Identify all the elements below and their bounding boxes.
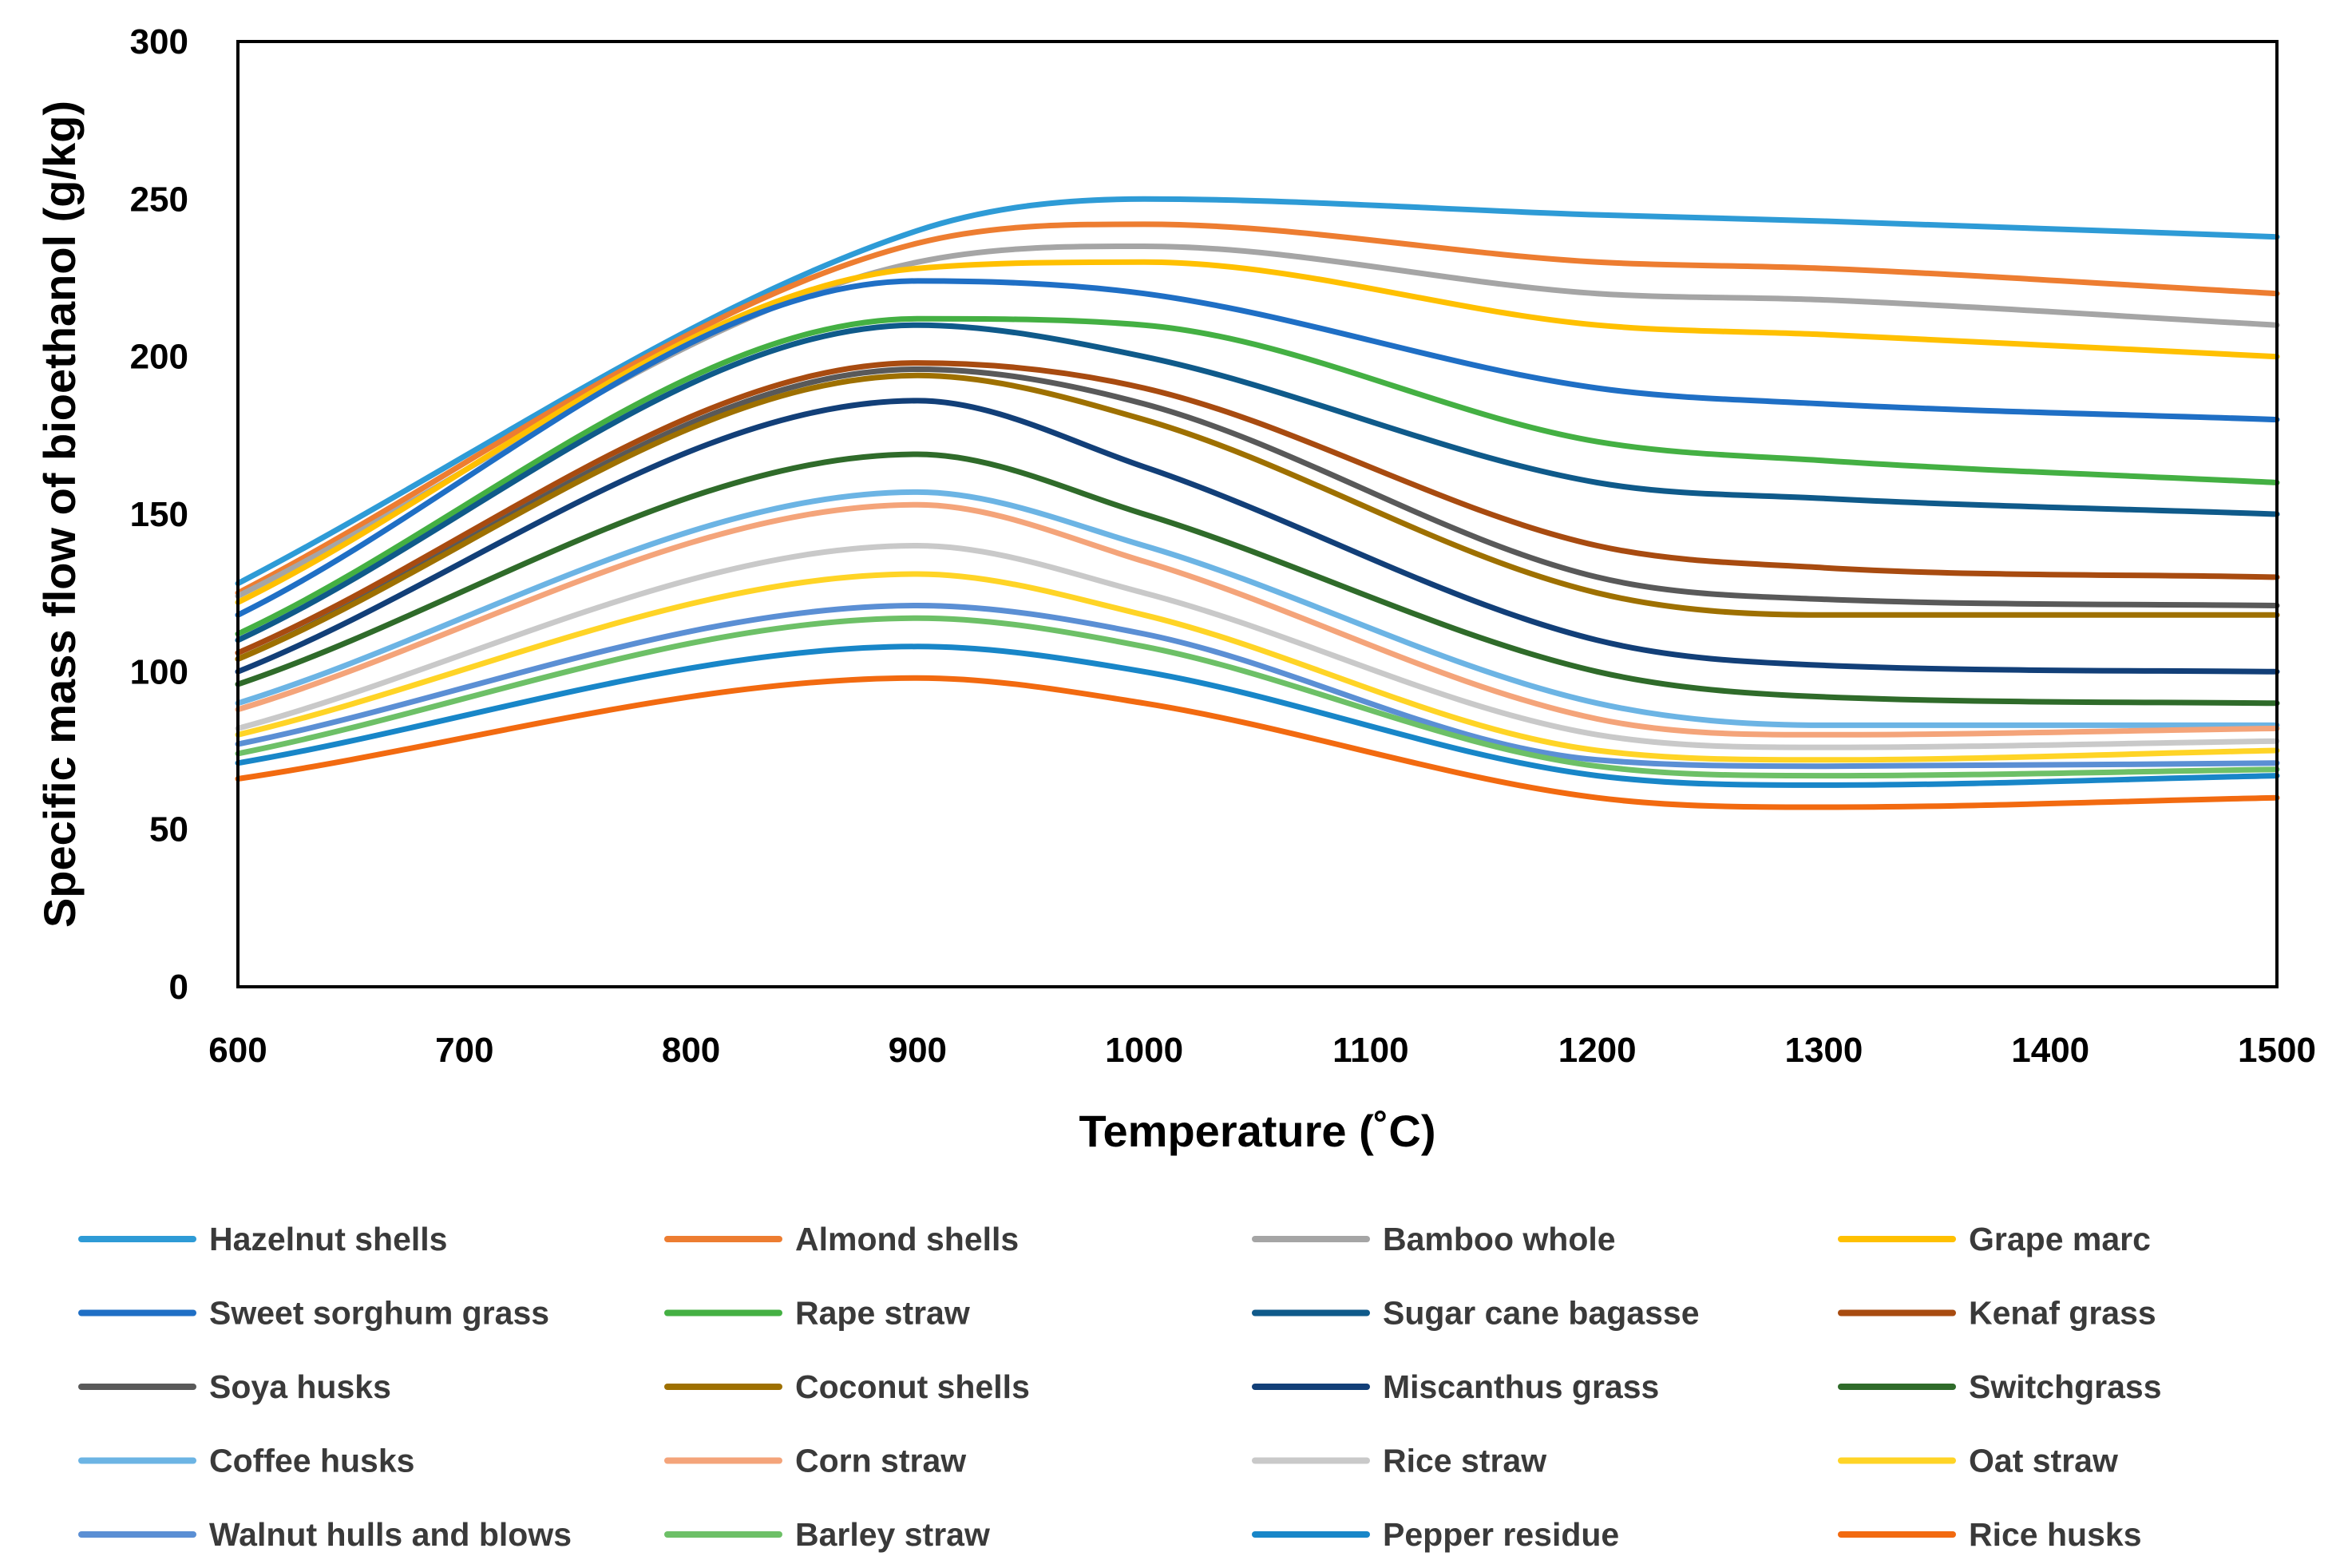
y-tick-label: 100 xyxy=(130,652,188,691)
legend-label: Grape marc xyxy=(1969,1221,2151,1257)
series-line-rice-straw xyxy=(235,542,2280,750)
legend-item-pepper-residue: Pepper residue xyxy=(1252,1516,1619,1553)
legend-label: Sugar cane bagasse xyxy=(1383,1295,1700,1332)
x-tick-label: 1400 xyxy=(2011,1031,2089,1070)
legend-item-bamboo-whole: Bamboo whole xyxy=(1252,1221,1616,1257)
legend-label: Rice straw xyxy=(1383,1443,1546,1479)
series-line-oat-straw xyxy=(235,571,2280,763)
series-line-rape-straw xyxy=(235,315,2280,637)
legend-label: Hazelnut shells xyxy=(209,1221,447,1257)
legend-label: Pepper residue xyxy=(1383,1516,1619,1553)
legend-item-grape-marc: Grape marc xyxy=(1838,1221,2151,1257)
legend-label: Corn straw xyxy=(795,1443,966,1479)
x-tick-label: 1100 xyxy=(1332,1031,1408,1070)
series-line-hazelnut-shells xyxy=(235,196,2280,587)
legend-item-corn-straw: Corn straw xyxy=(664,1443,966,1479)
legend-item-rice-straw: Rice straw xyxy=(1252,1443,1546,1479)
legend-label: Coffee husks xyxy=(209,1443,414,1479)
x-tick-label: 900 xyxy=(889,1031,947,1070)
legend-label: Rape straw xyxy=(795,1295,970,1332)
legend-label: Sweet sorghum grass xyxy=(209,1295,549,1332)
legend-item-hazelnut-shells: Hazelnut shells xyxy=(78,1221,447,1257)
series-line-kenaf-grass xyxy=(235,360,2280,656)
legend-label: Bamboo whole xyxy=(1383,1221,1616,1257)
x-tick-label: 600 xyxy=(208,1031,267,1070)
legend-item-sugar-cane-bagasse: Sugar cane bagasse xyxy=(1252,1295,1700,1332)
y-axis-ticks: 0 50 100 150 200 250 300 xyxy=(130,22,188,1007)
series-line-corn-straw xyxy=(235,501,2280,738)
legend-item-kenaf-grass: Kenaf grass xyxy=(1838,1295,2156,1332)
series-line-pepper-residue xyxy=(235,643,2280,788)
y-tick-label: 250 xyxy=(130,180,188,219)
legend-label: Soya husks xyxy=(209,1368,391,1405)
series-line-sugar-cane-bagasse xyxy=(235,322,2280,643)
series-line-sweet-sorghum-grass xyxy=(235,278,2280,618)
x-tick-label: 700 xyxy=(435,1031,493,1070)
series-line-rice-husks xyxy=(235,675,2280,810)
y-axis-title: Specific mass flow of bioethanol (g/kg) xyxy=(34,101,85,928)
legend-label: Switchgrass xyxy=(1969,1368,2162,1405)
legend-item-walnut-hulls-and-blows: Walnut hulls and blows xyxy=(78,1516,572,1553)
legend-item-miscanthus-grass: Miscanthus grass xyxy=(1252,1368,1659,1405)
series-line-coffee-husks xyxy=(235,489,2280,728)
legend-item-almond-shells: Almond shells xyxy=(664,1221,1019,1257)
series-line-coconut-shells xyxy=(235,372,2280,662)
x-tick-label: 1300 xyxy=(1784,1031,1863,1070)
series-line-soya-husks xyxy=(235,366,2280,662)
x-tick-label: 1200 xyxy=(1558,1031,1637,1070)
series-line-barley-straw xyxy=(235,615,2280,779)
plot-lines xyxy=(235,196,2280,810)
legend-item-sweet-sorghum-grass: Sweet sorghum grass xyxy=(78,1295,549,1332)
legend-item-oat-straw: Oat straw xyxy=(1838,1443,2118,1479)
y-tick-label: 150 xyxy=(130,495,188,534)
legend-label: Barley straw xyxy=(795,1516,990,1553)
legend-label: Rice husks xyxy=(1969,1516,2142,1553)
legend-item-coconut-shells: Coconut shells xyxy=(664,1368,1030,1405)
legend-item-barley-straw: Barley straw xyxy=(664,1516,990,1553)
series-line-grape-marc xyxy=(235,259,2280,605)
legend-label: Walnut hulls and blows xyxy=(209,1516,572,1553)
legend-label: Almond shells xyxy=(795,1221,1019,1257)
series-line-walnut-hulls-and-blows xyxy=(235,602,2280,770)
legend-item-rape-straw: Rape straw xyxy=(664,1295,970,1332)
series-line-almond-shells xyxy=(235,221,2280,596)
x-tick-label: 1000 xyxy=(1105,1031,1183,1070)
plot-frame xyxy=(236,40,2279,988)
y-tick-label: 50 xyxy=(149,810,188,849)
y-tick-label: 300 xyxy=(130,22,188,61)
legend-item-soya-husks: Soya husks xyxy=(78,1368,391,1405)
legend-item-switchgrass: Switchgrass xyxy=(1838,1368,2162,1405)
legend-label: Coconut shells xyxy=(795,1368,1030,1405)
legend-label: Miscanthus grass xyxy=(1383,1368,1659,1405)
legend-label: Oat straw xyxy=(1969,1443,2118,1479)
x-tick-label: 1500 xyxy=(2238,1031,2316,1070)
legend: Hazelnut shells Almond shells Bamboo whole… xyxy=(78,1221,2162,1553)
x-axis-title: Temperature (˚C) xyxy=(1079,1106,1435,1156)
legend-label: Kenaf grass xyxy=(1969,1295,2156,1332)
legend-item-rice-husks: Rice husks xyxy=(1838,1516,2142,1553)
series-line-switchgrass xyxy=(235,451,2280,707)
y-tick-label: 200 xyxy=(130,338,188,377)
x-axis-ticks: 600 700 800 900 1000 1100 1200 1300 1400 1500 xyxy=(208,1031,2316,1070)
x-tick-label: 800 xyxy=(662,1031,720,1070)
series-line-miscanthus-grass xyxy=(235,398,2280,675)
legend-item-coffee-husks: Coffee husks xyxy=(78,1443,414,1479)
y-tick-label: 0 xyxy=(169,968,188,1007)
